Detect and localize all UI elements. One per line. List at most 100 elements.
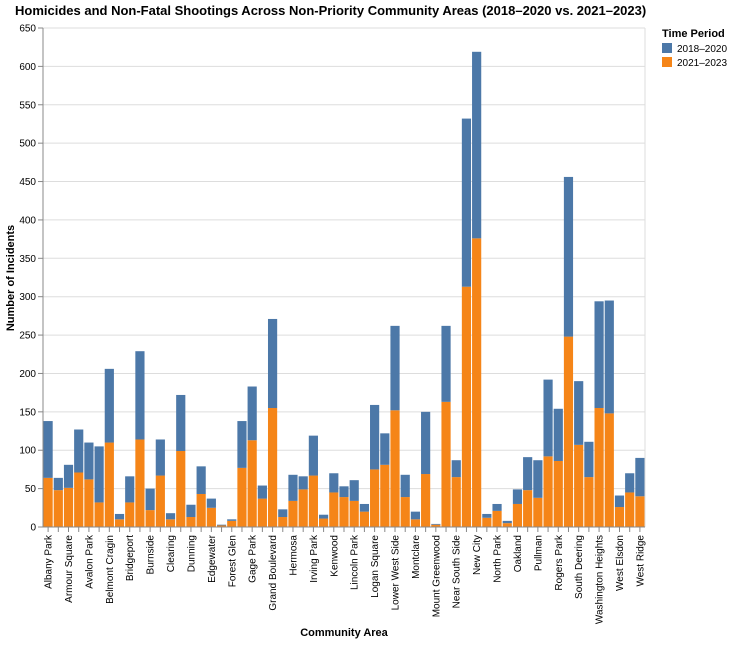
- bar-2018-2020: [614, 495, 625, 508]
- bar-2018-2020: [349, 480, 359, 501]
- bar-2021-2023: [523, 490, 533, 527]
- x-tick-label: Rogers Park: [554, 534, 565, 591]
- x-tick-label: Grand Boulevard: [268, 535, 279, 611]
- bar-2021-2023: [512, 503, 523, 527]
- y-tick-label: 200: [19, 369, 36, 380]
- bar-2021-2023: [492, 510, 502, 527]
- bar-2021-2023: [165, 519, 176, 527]
- bar-2021-2023: [196, 493, 206, 527]
- bar-2021-2023: [461, 286, 472, 527]
- bar-2021-2023: [94, 502, 104, 527]
- bar-2018-2020: [63, 464, 74, 488]
- bar-2021-2023: [574, 444, 584, 527]
- x-tick-label: South Deering: [574, 535, 585, 599]
- bar-2018-2020: [451, 460, 461, 478]
- bar-2021-2023: [441, 401, 451, 527]
- bar-2018-2020: [155, 439, 165, 476]
- bar-2021-2023: [319, 518, 329, 527]
- bar-2021-2023: [125, 502, 135, 527]
- bar-2021-2023: [553, 460, 563, 527]
- bar-2021-2023: [135, 439, 145, 527]
- x-tick-label: Lincoln Park: [350, 534, 361, 590]
- bar-2018-2020: [553, 408, 563, 461]
- bar-2018-2020: [186, 504, 196, 518]
- bar-2021-2023: [635, 496, 645, 527]
- bar-2021-2023: [74, 472, 84, 527]
- bar-2018-2020: [247, 386, 257, 441]
- bar-2021-2023: [482, 517, 492, 527]
- bar-2018-2020: [543, 379, 553, 457]
- x-tick-label: Edgewater: [207, 534, 218, 582]
- bar-2018-2020: [604, 300, 614, 414]
- bar-2018-2020: [390, 325, 400, 411]
- bar-2021-2023: [604, 413, 614, 527]
- bar-2021-2023: [257, 498, 267, 527]
- bar-2018-2020: [176, 394, 186, 451]
- bar-2018-2020: [584, 441, 594, 478]
- bar-2021-2023: [298, 489, 308, 527]
- bar-2021-2023: [288, 500, 298, 527]
- bar-2018-2020: [380, 433, 390, 465]
- bar-2018-2020: [84, 442, 94, 480]
- x-tick-label: Irving Park: [309, 534, 320, 583]
- bar-2018-2020: [278, 509, 288, 518]
- bar-2018-2020: [563, 176, 574, 337]
- grid-layer: [43, 27, 646, 528]
- x-tick-label: Washington Heights: [595, 535, 606, 624]
- bar-2021-2023: [43, 477, 53, 527]
- bar-2021-2023: [145, 510, 155, 527]
- bar-2021-2023: [216, 525, 227, 527]
- bar-2021-2023: [237, 467, 247, 527]
- bar-2021-2023: [206, 507, 216, 527]
- y-tick-label: 450: [19, 177, 36, 188]
- x-tick-label: Dunning: [186, 535, 197, 572]
- bar-2018-2020: [359, 503, 369, 512]
- x-tick-label: Albany Park: [44, 534, 55, 589]
- legend-swatch: [662, 57, 672, 67]
- x-tick-label: Hermosa: [288, 535, 299, 576]
- bar-2018-2020: [329, 473, 339, 493]
- bar-2021-2023: [584, 477, 594, 527]
- bar-2021-2023: [308, 475, 318, 527]
- bar-2018-2020: [216, 524, 227, 526]
- bar-2018-2020: [135, 351, 145, 440]
- x-tick-label: Belmont Cragin: [105, 535, 116, 604]
- bar-2021-2023: [594, 408, 604, 527]
- bar-2021-2023: [227, 520, 237, 527]
- bar-2018-2020: [482, 513, 492, 518]
- bar-2018-2020: [431, 523, 441, 525]
- bar-2021-2023: [176, 450, 186, 527]
- x-tick-label: Montclare: [411, 535, 422, 579]
- bar-2018-2020: [410, 511, 421, 520]
- bar-2018-2020: [125, 476, 135, 503]
- bar-2018-2020: [104, 368, 114, 443]
- bar-2021-2023: [186, 517, 196, 527]
- y-tick-label: 400: [19, 215, 36, 226]
- bar-2018-2020: [512, 489, 523, 504]
- y-tick-label: 0: [30, 523, 36, 534]
- x-tick-label: West Ridge: [635, 535, 646, 587]
- legend-swatch: [662, 43, 672, 53]
- x-tick-label: Burnside: [146, 535, 157, 575]
- bar-2021-2023: [614, 507, 625, 527]
- bar-2021-2023: [84, 479, 94, 527]
- axis-layer: 0 50 100 150 200 250 300 350 400 450 500 550 600 650 A…: [19, 24, 646, 625]
- bar-2021-2023: [380, 464, 390, 527]
- bar-2021-2023: [339, 497, 349, 527]
- bar-2018-2020: [319, 514, 329, 519]
- legend-label: 2018–2020: [677, 44, 727, 55]
- bar-2021-2023: [359, 511, 369, 527]
- bar-2018-2020: [421, 411, 431, 475]
- bar-2021-2023: [370, 469, 380, 527]
- bar-2018-2020: [502, 520, 512, 524]
- bar-2018-2020: [441, 325, 451, 402]
- y-tick-label: 250: [19, 331, 36, 342]
- x-tick-label: Armour Square: [64, 535, 75, 603]
- y-axis-title: Number of Incidents: [5, 225, 17, 331]
- bar-2018-2020: [523, 457, 533, 491]
- bar-2021-2023: [53, 490, 63, 527]
- bars-layer: [43, 51, 645, 527]
- bar-2018-2020: [43, 421, 53, 478]
- bar-2021-2023: [114, 519, 125, 527]
